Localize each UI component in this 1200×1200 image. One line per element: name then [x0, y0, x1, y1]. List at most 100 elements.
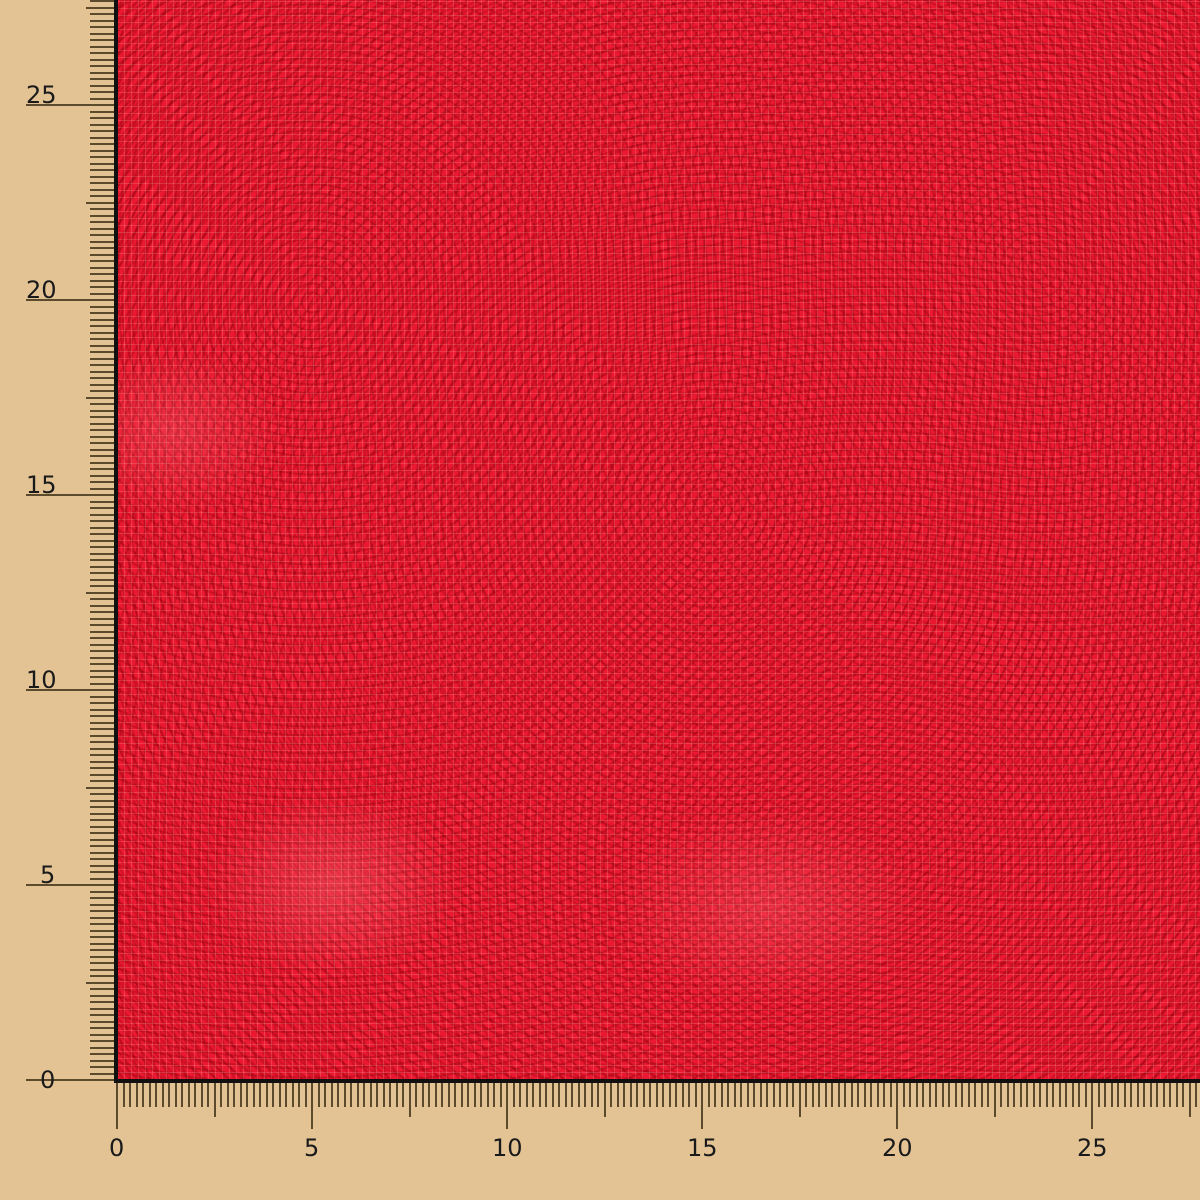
ruler-tick-x [792, 1083, 794, 1107]
ruler-tick-y [90, 110, 114, 113]
ruler-tick-y [90, 1033, 114, 1036]
ruler-tick-x [805, 1083, 807, 1107]
ruler-tick-y [86, 396, 114, 399]
ruler-tick-y [90, 903, 114, 906]
ruler-tick-x [844, 1083, 846, 1107]
ruler-tick-y [90, 546, 114, 548]
ruler-tick-x [272, 1083, 274, 1107]
ruler-tick-y [90, 117, 114, 119]
ruler-tick-x [168, 1083, 170, 1107]
ruler-tick-y [26, 299, 114, 301]
ruler-tick-x [408, 1083, 411, 1117]
ruler-axis-horizontal [114, 1079, 1200, 1083]
ruler-tick-x [1149, 1083, 1152, 1107]
ruler-tick-y [90, 793, 114, 795]
ruler-tick-x [1000, 1083, 1002, 1107]
ruler-tick-y [90, 572, 114, 574]
ruler-tick-x [350, 1083, 352, 1107]
ruler-tick-x [811, 1083, 814, 1107]
ruler-tick-x [1039, 1083, 1041, 1107]
ruler-tick-y [90, 123, 114, 126]
ruler-tick-x [636, 1083, 638, 1107]
ruler-tick-y [90, 838, 114, 841]
ruler-tick-y [90, 65, 114, 67]
ruler-tick-x [746, 1083, 749, 1107]
ruler-tick-y [90, 526, 114, 529]
ruler-tick-y [90, 429, 114, 431]
ruler-tick-x [434, 1083, 437, 1107]
ruler-tick-x [967, 1083, 970, 1107]
ruler-tick-x [954, 1083, 957, 1107]
ruler-tick-x [220, 1083, 222, 1107]
ruler-tick-x [935, 1083, 937, 1107]
ruler-tick-y [90, 1040, 114, 1042]
ruler-tick-x [129, 1083, 131, 1107]
ruler-tick-x [389, 1083, 391, 1107]
ruler-tick-x [1013, 1083, 1015, 1107]
ruler-label-x: 0 [109, 1134, 125, 1162]
ruler-tick-x [1123, 1083, 1126, 1107]
ruler-tick-x [597, 1083, 599, 1107]
ruler-tick-x [707, 1083, 710, 1107]
ruler-tick-y [90, 1072, 114, 1075]
ruler-tick-x [720, 1083, 723, 1107]
ruler-tick-y [90, 58, 114, 61]
ruler-tick-x [1130, 1083, 1132, 1107]
ruler-tick-y [90, 487, 114, 490]
ruler-tick-x [467, 1083, 469, 1107]
ruler-tick-y [90, 279, 114, 282]
ruler-tick-x [304, 1083, 307, 1107]
ruler-label-y: 25 [26, 81, 57, 109]
ruler-tick-x [610, 1083, 612, 1107]
ruler-tick-x [207, 1083, 209, 1107]
ruler-tick-y [90, 533, 114, 535]
ruler-label-y: 0 [40, 1066, 56, 1094]
ruler-tick-x [1175, 1083, 1178, 1107]
ruler-tick-y [90, 962, 114, 964]
ruler-tick-x [363, 1083, 365, 1107]
ruler-tick-y [90, 845, 114, 847]
ruler-tick-y [90, 377, 114, 379]
ruler-tick-x [532, 1083, 534, 1107]
ruler-tick-x [493, 1083, 495, 1107]
ruler-tick-y [90, 403, 114, 405]
ruler-tick-x [486, 1083, 489, 1107]
ruler-tick-x [317, 1083, 320, 1107]
ruler-tick-x [1091, 1083, 1093, 1129]
ruler-tick-x [1097, 1083, 1100, 1107]
ruler-tick-y [90, 1053, 114, 1055]
ruler-tick-y [90, 585, 114, 587]
ruler-tick-x [473, 1083, 476, 1107]
ruler-tick-y [90, 78, 114, 80]
ruler-tick-y [90, 897, 114, 899]
ruler-tick-y [90, 630, 114, 633]
ruler-tick-y [90, 292, 114, 295]
ruler-tick-y [90, 162, 114, 165]
ruler-tick-x [259, 1083, 261, 1107]
ruler-tick-y [90, 357, 114, 360]
ruler-tick-x [1065, 1083, 1067, 1107]
ruler-tick-x [161, 1083, 164, 1107]
ruler-tick-x [655, 1083, 658, 1107]
ruler-tick-y [90, 195, 114, 197]
ruler-tick-y [90, 728, 114, 730]
ruler-tick-x [1006, 1083, 1009, 1107]
ruler-tick-x [571, 1083, 573, 1107]
ruler-tick-y [90, 52, 114, 54]
ruler-tick-y [90, 578, 114, 581]
ruler-tick-y [90, 988, 114, 990]
ruler-label-x: 10 [492, 1134, 523, 1162]
ruler-tick-y [86, 6, 114, 9]
ruler-tick-y [90, 45, 114, 48]
ruler-tick-x [421, 1083, 424, 1107]
ruler-tick-x [1156, 1083, 1158, 1107]
ruler-tick-y [90, 312, 114, 314]
ruler-tick-x [850, 1083, 853, 1107]
ruler-tick-y [90, 325, 114, 327]
ruler-tick-x [415, 1083, 417, 1107]
ruler-tick-y [90, 422, 114, 425]
ruler-tick-y [90, 851, 114, 854]
ruler-tick-y [26, 104, 114, 106]
ruler-tick-x [545, 1083, 547, 1107]
ruler-tick-y [90, 942, 114, 945]
